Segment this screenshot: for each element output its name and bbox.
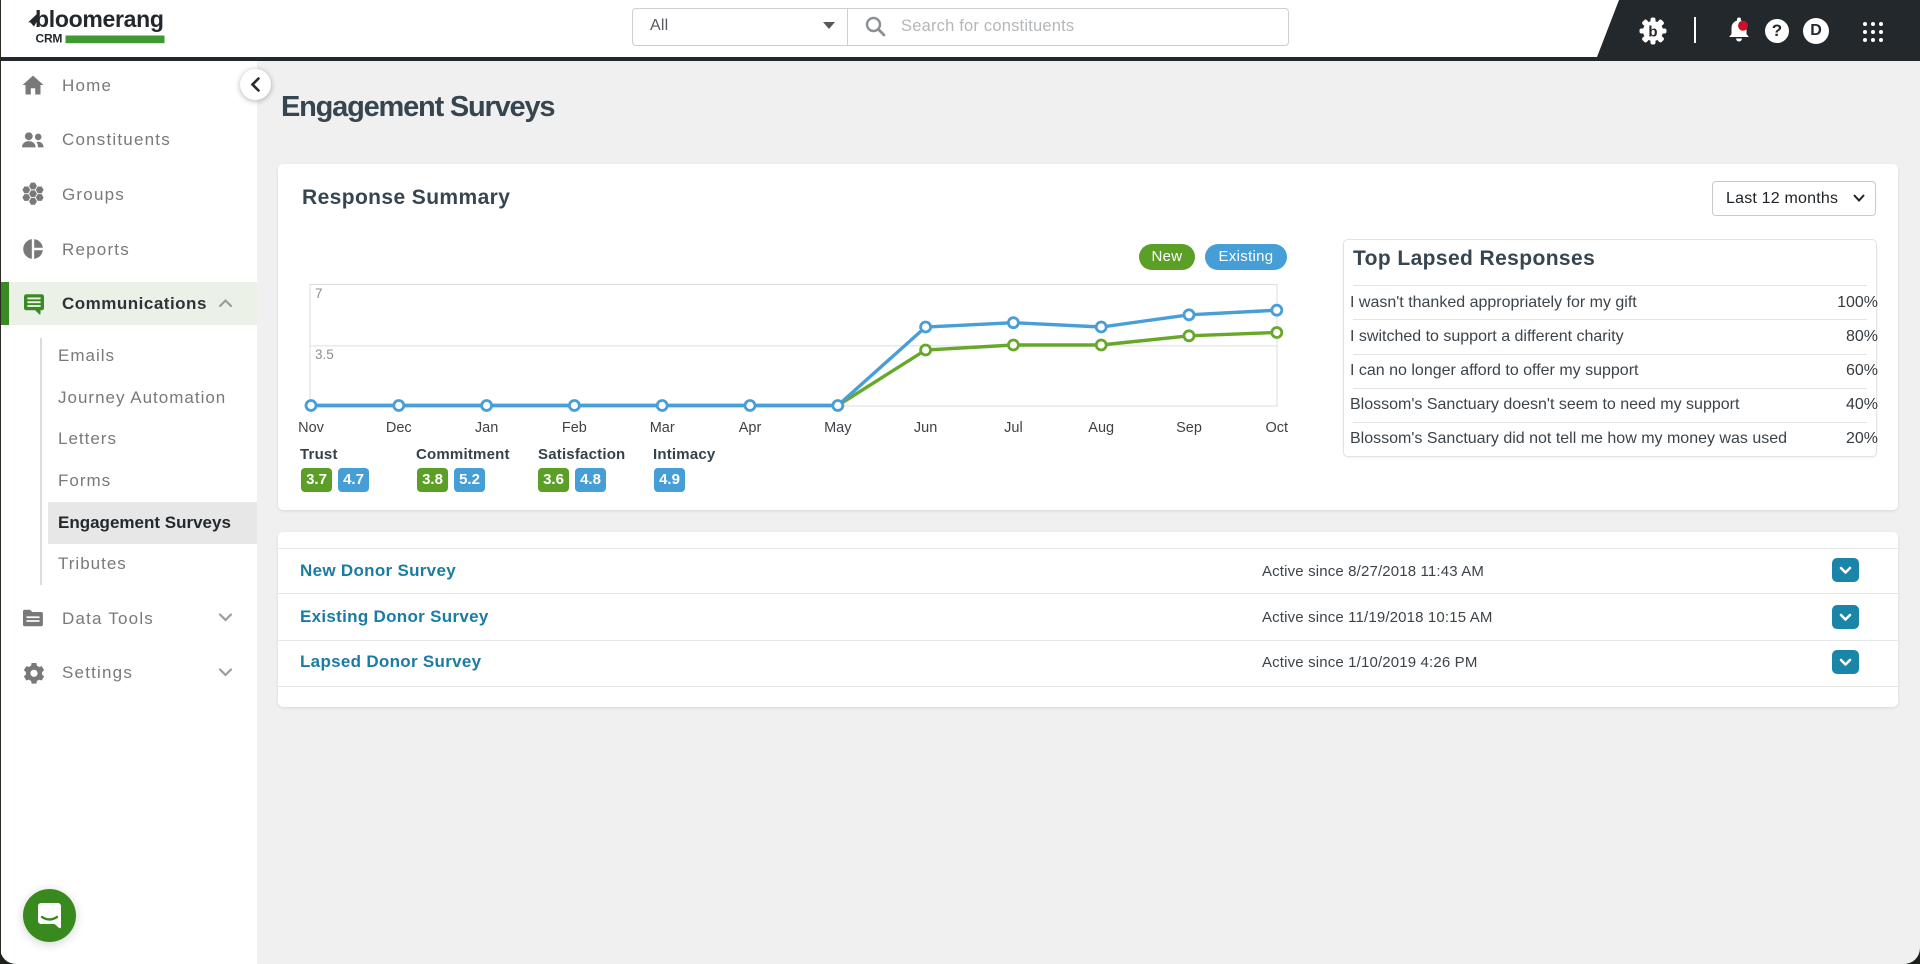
svg-text:Oct: Oct: [1266, 420, 1289, 436]
svg-text:Mar: Mar: [650, 420, 675, 436]
svg-text:Nov: Nov: [298, 420, 325, 436]
svg-text:Jul: Jul: [1004, 420, 1023, 436]
svg-text:CRM: CRM: [36, 32, 63, 46]
svg-text:Jan: Jan: [475, 420, 498, 436]
svg-text:Aug: Aug: [1088, 420, 1114, 436]
svg-text:3.5: 3.5: [315, 347, 334, 362]
svg-text:Feb: Feb: [562, 420, 587, 436]
svg-text:May: May: [824, 420, 852, 436]
svg-text:Dec: Dec: [386, 420, 412, 436]
svg-text:7: 7: [315, 286, 323, 301]
svg-text:bloomerang: bloomerang: [35, 6, 164, 32]
svg-text:Sep: Sep: [1176, 420, 1202, 436]
svg-text:Jun: Jun: [914, 420, 937, 436]
svg-text:Apr: Apr: [739, 420, 762, 436]
svg-text:b: b: [1648, 24, 1657, 41]
